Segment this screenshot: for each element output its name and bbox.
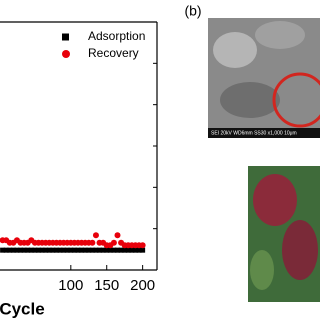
point — [39, 247, 45, 253]
point — [7, 247, 13, 253]
point — [111, 247, 117, 253]
point — [89, 247, 95, 253]
point — [75, 247, 81, 253]
legend-label: Recovery — [88, 46, 139, 60]
sem-caption: SEI 20kV WD6mm SS30 x1,000 10μm — [211, 130, 297, 136]
point — [36, 247, 41, 253]
point — [32, 247, 38, 253]
point — [46, 247, 52, 253]
sem-caption-bar — [208, 128, 320, 138]
panel-label: (b) — [184, 3, 201, 19]
point — [114, 232, 121, 239]
point — [86, 247, 92, 253]
point — [136, 247, 142, 253]
point — [18, 247, 24, 253]
point — [14, 247, 20, 253]
point — [107, 247, 113, 253]
point — [82, 247, 88, 253]
point — [43, 247, 49, 253]
point — [3, 247, 9, 253]
point — [79, 247, 85, 253]
point — [57, 247, 63, 253]
sem-texture — [213, 32, 257, 68]
element-map — [248, 166, 320, 302]
map-region — [253, 174, 297, 226]
point — [89, 239, 96, 246]
x-tick-label: 200 — [130, 277, 155, 294]
sem-texture — [255, 21, 305, 49]
point — [61, 247, 67, 253]
legend-marker — [62, 50, 70, 58]
point — [129, 247, 135, 253]
point — [97, 247, 103, 253]
point — [28, 247, 34, 253]
map-region — [250, 250, 274, 290]
point — [53, 247, 59, 253]
highlight-circle — [272, 72, 320, 128]
legend — [56, 26, 154, 78]
point — [68, 247, 74, 253]
point — [122, 247, 128, 253]
legend-marker — [62, 33, 69, 41]
point — [118, 247, 124, 253]
map-region — [282, 220, 318, 280]
point — [132, 247, 138, 253]
point — [100, 247, 106, 253]
legend-label: Adsorption — [88, 29, 145, 43]
sem-image: SEI 20kV WD6mm SS30 x1,000 10μm — [208, 18, 320, 138]
point — [139, 242, 146, 249]
sem-texture — [220, 82, 280, 118]
point — [110, 239, 117, 246]
point — [93, 247, 99, 253]
x-tick-label: 150 — [94, 277, 119, 294]
point — [10, 247, 16, 253]
point — [140, 247, 146, 253]
point — [115, 247, 120, 253]
x-axis-label: Cycle — [0, 299, 45, 318]
point — [0, 247, 6, 253]
point — [25, 247, 31, 253]
point — [21, 247, 27, 253]
point — [50, 247, 56, 253]
x-tick-label: 100 — [58, 277, 83, 294]
point — [71, 247, 77, 253]
point — [92, 232, 99, 239]
point — [104, 247, 110, 253]
point — [64, 247, 70, 253]
point — [125, 247, 131, 253]
